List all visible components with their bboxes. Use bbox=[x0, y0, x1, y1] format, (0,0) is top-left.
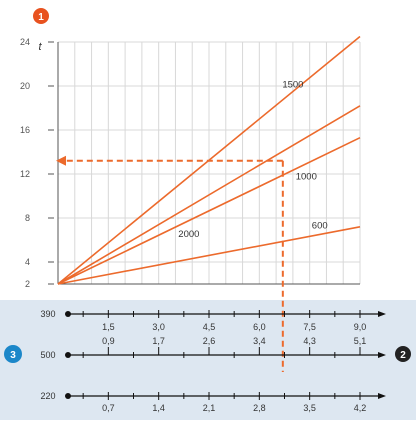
marker-2-label: 2 bbox=[400, 350, 406, 361]
scale-tick-label: 2,1 bbox=[203, 403, 216, 413]
scale-tick-label: 2,6 bbox=[203, 336, 216, 346]
y-unit-label: t bbox=[38, 41, 42, 53]
scale-tick-label: 2,8 bbox=[253, 403, 266, 413]
scale-tick-label: 4,5 bbox=[203, 322, 216, 332]
axes bbox=[57, 42, 360, 285]
series-line bbox=[57, 105, 361, 285]
marker-1-label: 1 bbox=[38, 12, 44, 23]
y-tick-label: 8 bbox=[25, 213, 30, 223]
y-tick-label: 2 bbox=[25, 279, 30, 289]
series-label: 1500 bbox=[282, 80, 303, 91]
y-tick-label: 12 bbox=[20, 169, 30, 179]
marker-3-label: 3 bbox=[10, 350, 16, 361]
scale-arrowhead bbox=[378, 311, 386, 317]
scale-tick-label: 1,4 bbox=[152, 403, 165, 413]
scale-name: 500 bbox=[40, 350, 55, 360]
y-tick-label: 16 bbox=[20, 125, 30, 135]
scale-tick-label: 4,3 bbox=[303, 336, 316, 346]
step-markers: 1 t 3 2 bbox=[4, 8, 411, 363]
scale-tick-label: 6,0 bbox=[253, 322, 266, 332]
scale-tick-label: 7,5 bbox=[303, 322, 316, 332]
series-line bbox=[57, 136, 361, 285]
y-tick-label: 20 bbox=[20, 81, 30, 91]
scale-tick-label: 3,0 bbox=[152, 322, 165, 332]
scale-origin-dot bbox=[65, 393, 71, 399]
scale-tick-label: 1,7 bbox=[152, 336, 165, 346]
scale-tick-label: 1,5 bbox=[102, 322, 115, 332]
marker-1-circle bbox=[33, 8, 49, 24]
scale-origin-dot bbox=[65, 352, 71, 358]
marker-3-circle bbox=[4, 345, 22, 363]
y-tick-label: 24 bbox=[20, 37, 30, 47]
scale-origin-dot bbox=[65, 311, 71, 317]
scale-name: 220 bbox=[40, 391, 55, 401]
y-tick-label: 4 bbox=[25, 257, 30, 267]
scale-tick-label: 3,5 bbox=[303, 403, 316, 413]
grid bbox=[58, 41, 361, 284]
series-label: 600 bbox=[312, 220, 328, 231]
scale-tick-label: 0,7 bbox=[102, 403, 115, 413]
guide-lines bbox=[56, 155, 284, 372]
scale-tick-label: 0,9 bbox=[102, 336, 115, 346]
scale-tick-label: 5,1 bbox=[354, 336, 367, 346]
guide-arrowhead bbox=[56, 155, 66, 166]
scale-tick-label: 3,4 bbox=[253, 336, 266, 346]
scale-tick-label: 9,0 bbox=[354, 322, 367, 332]
series-labels: 1500 2000 1000 600 bbox=[178, 80, 327, 240]
series-label: 1000 bbox=[296, 172, 317, 183]
scale-band bbox=[0, 300, 416, 420]
scale-arrowhead bbox=[378, 393, 386, 399]
series-label: 2000 bbox=[178, 229, 199, 240]
bottom-scales: 390 1,5 3,0 4,5 6,0 7,5 9,0 500 0,9 1,7 2,6 3,4 4,3 5… bbox=[40, 309, 386, 413]
marker-2-circle bbox=[395, 346, 411, 362]
scale-arrowhead bbox=[378, 352, 386, 358]
series-line bbox=[57, 226, 361, 285]
scale-name: 390 bbox=[40, 309, 55, 319]
scale-tick-label: 4,2 bbox=[354, 403, 367, 413]
